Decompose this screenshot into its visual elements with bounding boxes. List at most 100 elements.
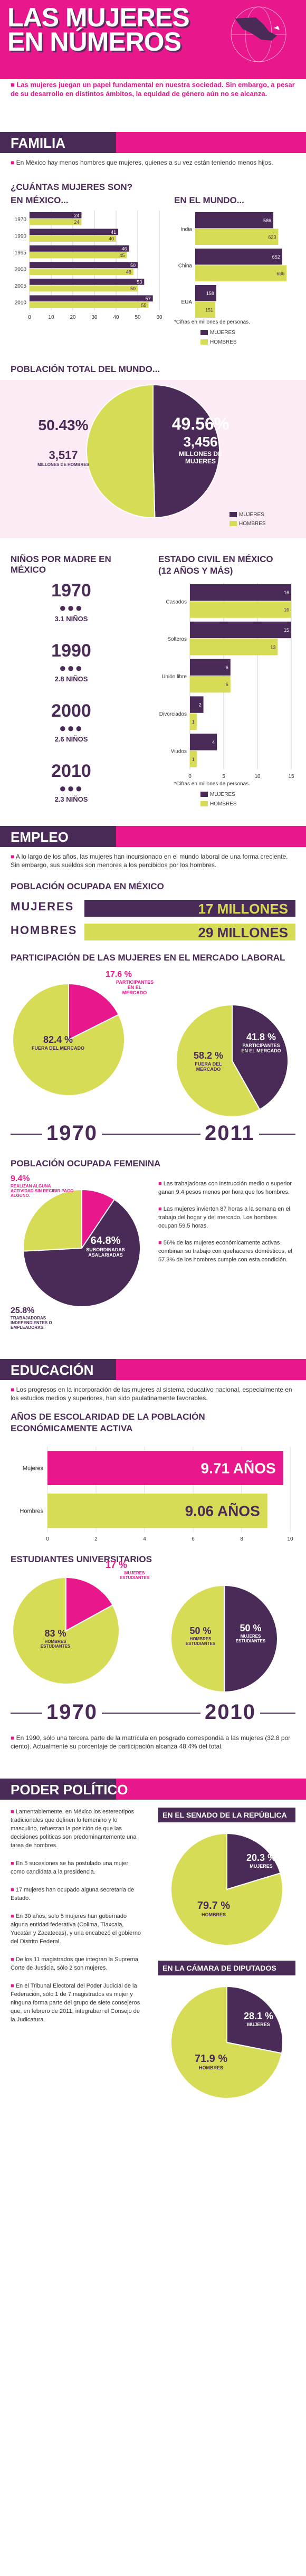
- x-tick-label: 15: [288, 774, 294, 780]
- legend-women-label: MUJERES: [210, 330, 235, 336]
- politico-intro: Lamentablemente, en México los estereoti…: [11, 1808, 142, 1850]
- bar: [190, 750, 197, 767]
- legend-men-label: HOMBRES: [210, 801, 237, 807]
- x-tick-label: 0: [188, 774, 192, 780]
- y-tick-label: 2005: [15, 283, 27, 289]
- civil-legend-men: HOMBRES: [200, 801, 237, 807]
- legend-women-label: MUJERES: [210, 792, 235, 797]
- data-label: 652: [272, 254, 280, 260]
- pie-slice: [23, 1189, 82, 1252]
- universitarios-title: ESTUDIANTES UNIVERSITARIOS: [11, 1554, 152, 1564]
- educacion-bullet-text: Los progresos en la incorporación de las…: [11, 1386, 292, 1402]
- section-heading: FAMILIA: [11, 135, 65, 151]
- y-tick-label: Mujeres: [23, 1466, 44, 1472]
- section-bar: [116, 826, 306, 847]
- ninos-value: 2.6 NIÑOS: [54, 735, 88, 743]
- x-tick-label: 20: [70, 315, 76, 320]
- bar: [195, 265, 287, 281]
- empleo-note-2: Las mujeres invierten 87 horas a la sema…: [158, 1205, 295, 1230]
- pie-slice: [86, 384, 156, 518]
- bar: [190, 676, 231, 693]
- pie-slice: [170, 1584, 225, 1693]
- data-label: 16: [284, 590, 289, 595]
- pie-slice: [232, 1004, 289, 1110]
- y-tick-label: 2010: [15, 300, 27, 306]
- p1970-in-callout: 17.6 % PARTICIPANTES EN EL MERCADO: [106, 970, 169, 995]
- data-label: 24: [74, 213, 79, 218]
- bar: [30, 218, 82, 225]
- timeline-year-a: 1970: [42, 1121, 102, 1145]
- ninos-value: 2.8 NIÑOS: [54, 675, 88, 683]
- p2011-out-callout: 58.2 % FUERA DEL MERCADO: [185, 1050, 232, 1072]
- intro-text: Las mujeres juegan un papel fundamental …: [11, 80, 295, 98]
- escolaridad-subtitle: ECONÓMICAMENTE ACTIVA: [11, 1423, 133, 1433]
- page-title: LAS MUJERES EN NÚMEROS: [7, 4, 190, 55]
- data-label: 24: [74, 220, 79, 225]
- y-tick-label: Viudos: [171, 749, 187, 755]
- section-educacion: EDUCACIÓN: [0, 1359, 306, 1380]
- ocupada-men-label: HOMBRES: [11, 924, 78, 937]
- x-tick-label: 10: [254, 774, 261, 780]
- femenina-title: POBLACIÓN OCUPADA FEMENINA: [11, 1158, 161, 1168]
- bar: [30, 262, 138, 269]
- data-label: 2: [199, 702, 202, 708]
- data-label: 50: [130, 263, 136, 268]
- pie-slice: [65, 1576, 113, 1632]
- u1970-w-label: MUJERES ESTUDIANTES: [119, 1571, 150, 1580]
- participacion-1970-pie: [12, 983, 125, 1096]
- u2010-w-label: MUJERES ESTUDIANTES: [235, 1634, 266, 1643]
- bar: [30, 252, 127, 259]
- y-tick-label: EUA: [181, 300, 192, 306]
- x-tick-label: 0: [28, 315, 31, 320]
- page-footer-space: [0, 2122, 306, 2576]
- y-tick-label: 1970: [15, 217, 27, 223]
- fem-c-value: 25.8%: [11, 1306, 35, 1315]
- dip-m-label: HOMBRES: [198, 2065, 223, 2070]
- bar: [195, 301, 216, 318]
- data-label: 53: [137, 279, 142, 284]
- x-tick-label: 10: [287, 1536, 293, 1542]
- data-label: 9.71 AÑOS: [201, 1460, 276, 1477]
- fem-b-callout: 64.8% SUBORDINADAS ASALARIADAS: [79, 1235, 132, 1258]
- pie-slice: [170, 1832, 283, 1946]
- familia-legend-men: HOMBRES: [200, 339, 237, 345]
- data-label: 16: [284, 607, 289, 613]
- familia-bullet-text: En México hay menos hombres que mujeres,…: [16, 159, 273, 166]
- civil-title: ESTADO CIVIL EN MÉXICO: [158, 554, 273, 564]
- p2011-in-callout: 41.8 % PARTICIPANTES EN EL MERCADO: [240, 1032, 282, 1053]
- fem-a-callout: 9.4% REALIZAN ALGUNA ACTIVIDAD SIN RECIB…: [11, 1174, 106, 1198]
- data-label: 48: [126, 270, 131, 275]
- data-label: 45: [119, 253, 125, 258]
- politico-note-5: En el Tribunal Electoral del Poder Judic…: [11, 1982, 142, 2024]
- section-heading: EMPLEO: [11, 829, 69, 845]
- politico-note-text: De los 11 magistrados que integran la Su…: [11, 1956, 138, 1971]
- section-bar: [116, 132, 306, 153]
- fem-a-label: REALIZAN ALGUNA ACTIVIDAD SIN RECIBIR PA…: [11, 1184, 74, 1198]
- bar: [30, 229, 119, 235]
- data-label: 46: [122, 246, 127, 251]
- bar: [190, 713, 197, 730]
- data-label: 6: [226, 665, 228, 670]
- universitarios-2010-pie: [170, 1584, 278, 1693]
- bar: [30, 245, 129, 252]
- politico-note-text: En 5 sucesiones se ha postulado una muje…: [11, 1860, 129, 1875]
- participacion-2011-pie: [176, 1004, 289, 1117]
- ninos-item: 2010 ●●● 2.3 NIÑOS: [11, 761, 132, 803]
- civil-subtitle: (12 AÑOS Y MÁS): [158, 566, 233, 576]
- data-label: 686: [276, 271, 284, 276]
- pop-legend-men: HOMBRES: [230, 521, 266, 527]
- data-label: 1: [192, 757, 195, 762]
- bar: [30, 285, 138, 292]
- data-label: 1: [192, 719, 195, 725]
- bar: [30, 279, 145, 285]
- x-tick-label: 2: [94, 1536, 98, 1542]
- bar: [30, 302, 149, 308]
- p2011-out-value: 58.2 %: [193, 1050, 224, 1061]
- section-familia: FAMILIA: [0, 132, 306, 153]
- ninos-value: 2.3 NIÑOS: [54, 795, 88, 803]
- x-tick-label: 30: [91, 315, 98, 320]
- p1970-out-callout: 82.4 % FUERA DEL MERCADO: [32, 1034, 84, 1051]
- empleo-note-1: Las trabajadoras con instrucción medio o…: [158, 1180, 295, 1196]
- data-label: 40: [109, 236, 114, 242]
- world-chart-title: EN EL MUNDO...: [174, 195, 244, 205]
